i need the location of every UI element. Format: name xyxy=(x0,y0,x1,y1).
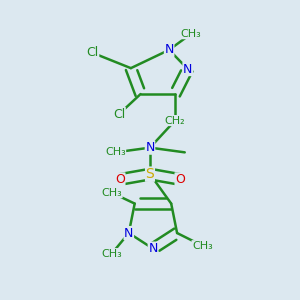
Text: S: S xyxy=(146,167,154,181)
Text: CH₂: CH₂ xyxy=(165,116,185,126)
Text: Cl: Cl xyxy=(113,108,125,121)
Text: CH₃: CH₃ xyxy=(101,188,122,198)
Text: N: N xyxy=(164,44,174,56)
Text: CH₃: CH₃ xyxy=(192,241,213,251)
Text: O: O xyxy=(175,173,185,186)
Text: N: N xyxy=(124,226,134,239)
Text: CH₃: CH₃ xyxy=(101,249,122,259)
Text: CH₃: CH₃ xyxy=(181,29,202,39)
Text: Cl: Cl xyxy=(86,46,99,59)
Text: N: N xyxy=(148,242,158,255)
Text: CH₃: CH₃ xyxy=(105,147,126,158)
Text: N: N xyxy=(183,62,192,76)
Text: N: N xyxy=(145,141,155,154)
Text: O: O xyxy=(115,173,125,186)
